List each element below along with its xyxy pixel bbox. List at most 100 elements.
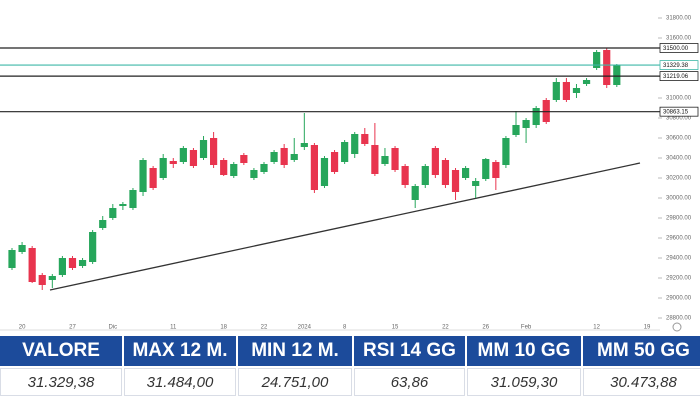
table-header: MIN 12 M. bbox=[238, 336, 352, 366]
candle-body bbox=[159, 158, 167, 178]
x-tick-label: 8 bbox=[343, 325, 347, 331]
candle-body bbox=[562, 82, 570, 100]
x-tick-label: 2024 bbox=[298, 325, 312, 331]
candle-body bbox=[68, 258, 77, 268]
candle-body bbox=[451, 170, 460, 192]
candle-body bbox=[593, 52, 601, 68]
candle-body bbox=[179, 148, 187, 162]
stats-table: VALORE MAX 12 M. MIN 12 M. RSI 14 GG MM 10 G… bbox=[0, 336, 700, 396]
candle-body bbox=[8, 250, 16, 268]
x-tick-label: 18 bbox=[220, 325, 227, 331]
table-header: VALORE bbox=[0, 336, 122, 366]
candle-body bbox=[300, 143, 308, 147]
candle-body bbox=[310, 145, 318, 190]
candle-body bbox=[129, 190, 137, 208]
candle-body bbox=[391, 148, 399, 170]
y-tick-label: 31600.00 bbox=[666, 36, 692, 42]
candle-body bbox=[502, 138, 510, 165]
candle-body bbox=[169, 161, 177, 164]
candle-body bbox=[401, 166, 409, 185]
candle-body bbox=[119, 204, 127, 206]
candle-body bbox=[351, 134, 359, 154]
x-tick-label: 12 bbox=[593, 325, 600, 331]
candle-body bbox=[210, 138, 218, 165]
table-value: 31.329,38 bbox=[0, 368, 122, 396]
candle-body bbox=[58, 258, 66, 275]
level-box bbox=[659, 60, 699, 70]
table-value: 24.751,00 bbox=[238, 368, 352, 396]
table-value: 30.473,88 bbox=[583, 368, 700, 396]
x-tick-label: Dic bbox=[108, 325, 117, 331]
y-tick-label: 28800.00 bbox=[666, 316, 692, 322]
candle-body bbox=[512, 125, 520, 135]
candle-body bbox=[230, 164, 238, 176]
candle-body bbox=[320, 158, 329, 186]
y-tick-label: 30200.00 bbox=[666, 176, 692, 182]
candle-body bbox=[109, 208, 117, 218]
candle-body bbox=[220, 160, 228, 175]
table-header: MAX 12 M. bbox=[124, 336, 236, 366]
candle-body bbox=[462, 168, 470, 178]
x-tick-label: 27 bbox=[69, 325, 76, 331]
candle-body bbox=[361, 134, 369, 144]
y-tick-label: 31800.00 bbox=[666, 16, 692, 22]
level-label: 31329.38 bbox=[663, 63, 689, 69]
candle-body bbox=[189, 150, 198, 166]
candle-body bbox=[28, 248, 36, 282]
table-header: MM 10 GG bbox=[467, 336, 581, 366]
candle-body bbox=[139, 160, 147, 192]
candle-body bbox=[48, 276, 56, 280]
y-tick-label: 31000.00 bbox=[666, 96, 692, 102]
candle-body bbox=[99, 220, 107, 228]
y-tick-label: 30800.00 bbox=[666, 116, 692, 122]
trend-line bbox=[49, 162, 641, 291]
candle-body bbox=[472, 181, 480, 186]
table-header: RSI 14 GG bbox=[354, 336, 465, 366]
candle-body bbox=[78, 260, 87, 266]
candle-body bbox=[492, 162, 500, 178]
candle-body bbox=[290, 154, 298, 160]
y-tick-label: 30400.00 bbox=[666, 156, 692, 162]
x-tick-label: 22 bbox=[442, 325, 449, 331]
candle-body bbox=[542, 100, 550, 122]
candle-body bbox=[572, 88, 581, 93]
candle-body bbox=[582, 80, 591, 84]
x-tick-label: 26 bbox=[482, 325, 489, 331]
level-label: 31500.00 bbox=[663, 46, 689, 52]
settings-icon[interactable] bbox=[672, 322, 682, 332]
candle-body bbox=[149, 168, 157, 188]
level-box bbox=[659, 106, 699, 117]
x-tick-label: Feb bbox=[521, 325, 532, 331]
level-box bbox=[659, 71, 699, 81]
y-tick-label: 30600.00 bbox=[666, 136, 692, 142]
candle-body bbox=[482, 159, 490, 179]
table-value: 31.059,30 bbox=[467, 368, 581, 396]
candle-body bbox=[199, 140, 208, 158]
x-tick-label: 11 bbox=[170, 325, 177, 331]
y-tick-label: 29600.00 bbox=[666, 236, 692, 242]
y-tick-label: 29800.00 bbox=[666, 216, 692, 222]
candle-body bbox=[411, 186, 419, 200]
candle-body bbox=[18, 245, 26, 252]
candle-body bbox=[250, 170, 258, 178]
y-tick-label: 29200.00 bbox=[666, 276, 692, 282]
x-tick-label: 19 bbox=[644, 325, 651, 331]
candle-body bbox=[330, 152, 339, 172]
candle-body bbox=[38, 275, 46, 285]
y-tick-label: 30000.00 bbox=[666, 196, 692, 202]
x-tick-label: 20 bbox=[19, 325, 26, 331]
level-label: 30863.15 bbox=[663, 110, 689, 116]
candle-body bbox=[613, 65, 621, 85]
x-tick-label: 15 bbox=[392, 325, 399, 331]
candle-body bbox=[522, 120, 530, 128]
candle-body bbox=[89, 232, 97, 262]
y-tick-label: 29000.00 bbox=[666, 296, 692, 302]
table-header: MM 50 GG bbox=[583, 336, 700, 366]
candle-body bbox=[421, 166, 429, 185]
candle-body bbox=[552, 82, 560, 100]
y-tick-label: 29400.00 bbox=[666, 256, 692, 262]
candle-body bbox=[260, 164, 268, 172]
table-value: 63,86 bbox=[354, 368, 465, 396]
candle-body bbox=[532, 108, 540, 125]
